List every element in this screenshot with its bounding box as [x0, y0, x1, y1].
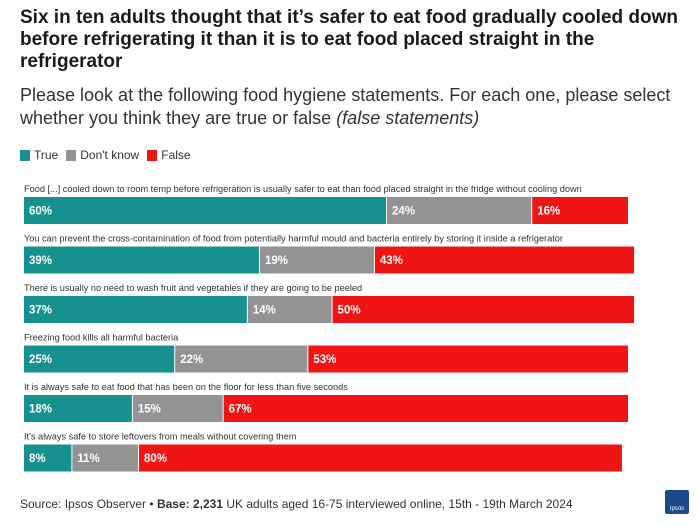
legend-swatch-true	[20, 149, 30, 161]
subtitle-emphasis: (false statements)	[336, 108, 480, 128]
bar-false	[223, 395, 628, 422]
category-label: It is always safe to eat food that has b…	[24, 382, 348, 392]
stacked-bar-chart: Food [...] cooled down to room temp befo…	[24, 184, 635, 472]
bar-true	[24, 246, 259, 274]
legend-item-false: False	[147, 148, 191, 162]
bar-true	[24, 296, 247, 323]
base-detail: UK adults aged 16-75 interviewed online,…	[226, 497, 573, 511]
category-label: Freezing food kills all harmful bacteria	[24, 333, 179, 343]
bar-don-t-know	[72, 444, 138, 472]
legend-swatch-false	[147, 149, 158, 161]
legend-label-false: False	[161, 148, 191, 162]
bar-true	[24, 444, 72, 472]
data-label-don-t-know: 24%	[392, 206, 415, 218]
base-label: Base: 2,231	[156, 497, 223, 511]
category-label: You can prevent the cross-contamination …	[24, 234, 563, 244]
source-text: Source: Ipsos Observer •	[20, 497, 154, 511]
bar-true	[24, 345, 175, 373]
bar-false	[308, 345, 628, 373]
data-label-false: 16%	[537, 206, 560, 218]
chart-title: Six in ten adults thought that it’s safe…	[20, 7, 678, 72]
data-label-false: 53%	[313, 354, 336, 366]
bar-true	[24, 197, 386, 224]
bar-false	[532, 197, 628, 224]
ipsos-logo: Ipsos	[665, 490, 689, 514]
bar-don-t-know	[132, 395, 223, 422]
data-label-true: 18%	[29, 404, 52, 416]
legend-item-dont-know: Don't know	[66, 148, 139, 162]
bar-don-t-know	[387, 197, 532, 224]
data-label-don-t-know: 11%	[77, 453, 99, 465]
category-label: There is usually no need to wash fruit a…	[24, 283, 362, 293]
bar-false	[332, 296, 635, 323]
legend-label-dont-know: Don't know	[80, 148, 140, 162]
bar-don-t-know	[175, 345, 308, 373]
data-label-don-t-know: 14%	[253, 305, 276, 317]
data-label-don-t-know: 22%	[180, 354, 203, 366]
legend-swatch-dont-know	[66, 149, 77, 161]
data-label-don-t-know: 15%	[138, 404, 161, 416]
data-label-false: 50%	[338, 305, 361, 317]
legend-label-true: True	[34, 148, 59, 162]
legend: True Don't know False	[20, 148, 191, 162]
bar-false	[138, 444, 622, 472]
data-label-true: 37%	[29, 305, 52, 317]
data-label-false: 80%	[144, 453, 167, 465]
chart-subtitle: Please look at the following food hygien…	[20, 84, 690, 130]
source-footer: Source: Ipsos Observer • Base: 2,231 UK …	[20, 497, 573, 511]
data-label-true: 60%	[29, 206, 52, 218]
data-label-false: 67%	[229, 404, 252, 416]
legend-item-true: True	[20, 148, 58, 162]
logo-text: Ipsos	[669, 506, 685, 512]
data-label-don-t-know: 19%	[265, 255, 288, 267]
category-label: It's always safe to store leftovers from…	[24, 432, 297, 442]
category-label: Food [...] cooled down to room temp befo…	[24, 184, 582, 194]
data-label-true: 8%	[29, 453, 46, 465]
subtitle-text: Please look at the following food hygien…	[20, 85, 671, 128]
data-label-false: 43%	[380, 255, 403, 267]
data-label-true: 39%	[29, 255, 52, 267]
bar-don-t-know	[247, 296, 332, 323]
bar-don-t-know	[259, 246, 374, 274]
data-label-true: 25%	[29, 354, 52, 366]
bar-true	[24, 395, 132, 422]
bar-false	[374, 246, 635, 274]
